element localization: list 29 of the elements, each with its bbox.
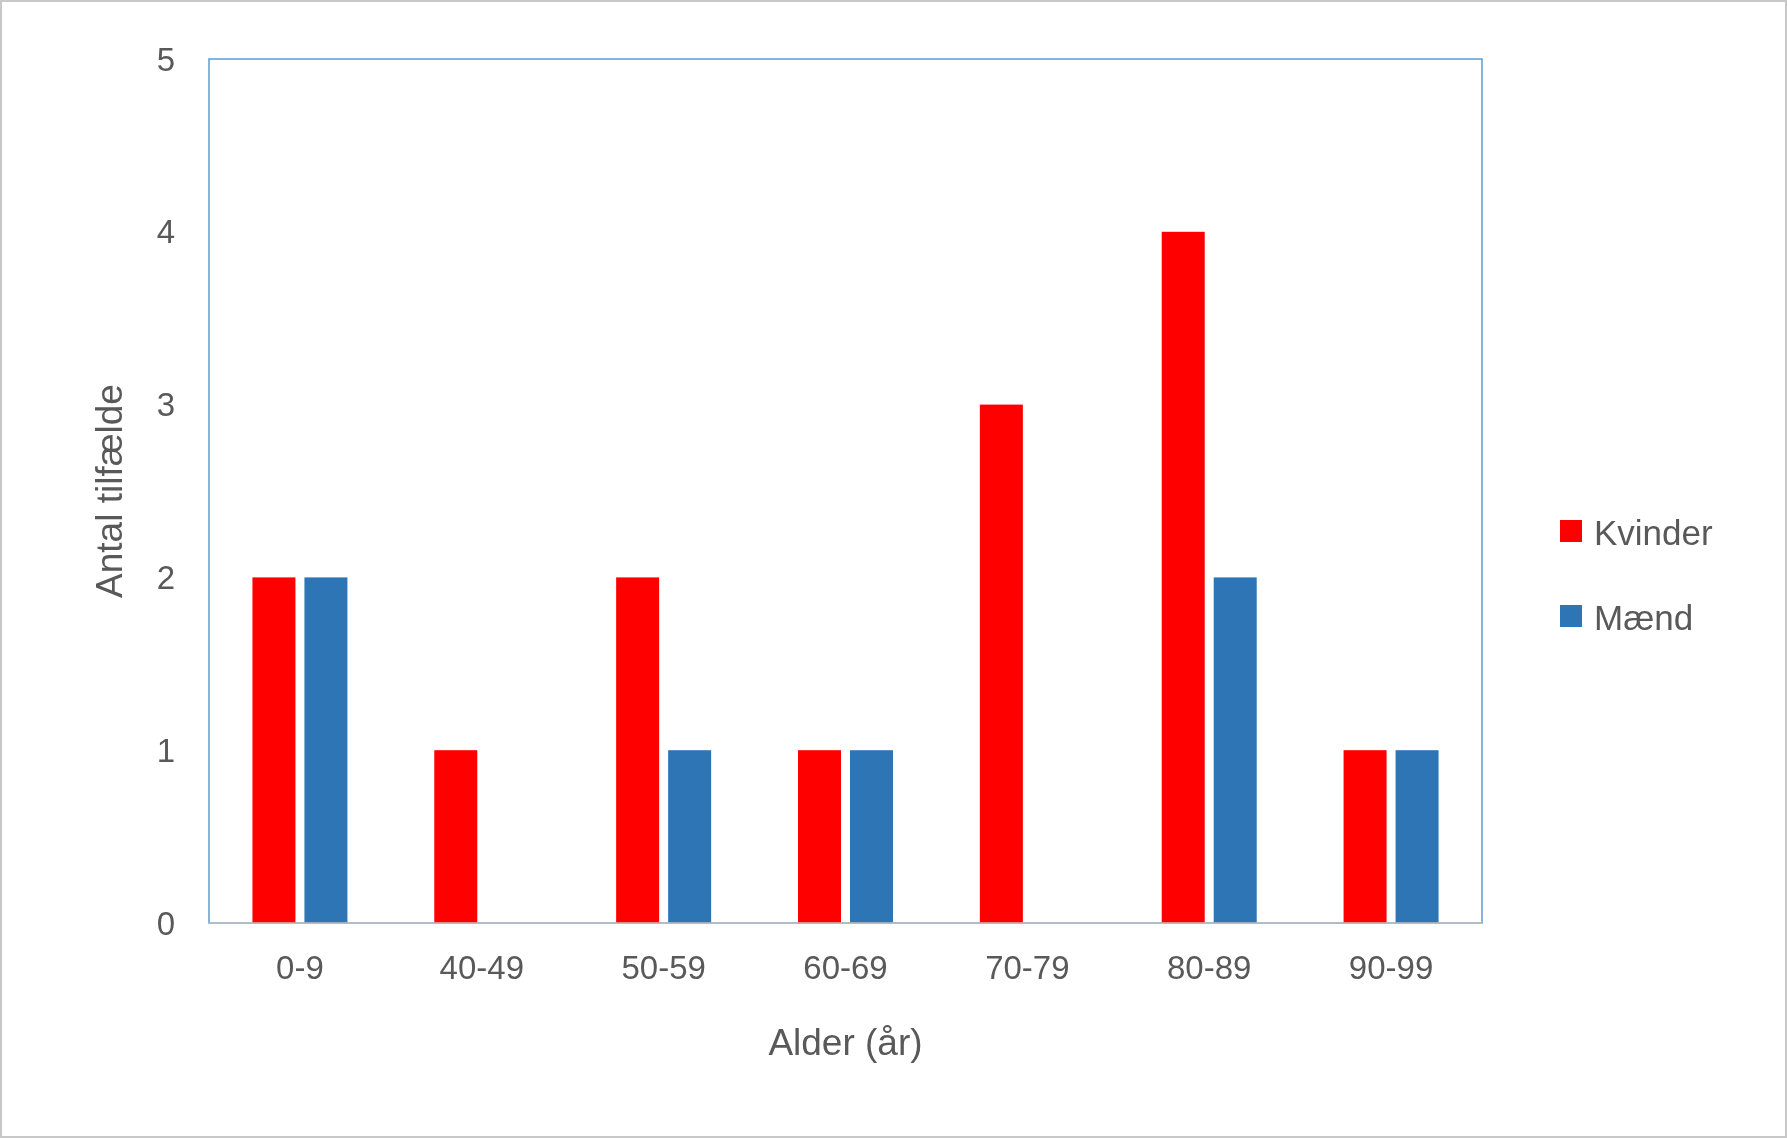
x-tick-label: 0-9 [276,949,324,986]
y-tick-label: 1 [156,731,175,769]
bar [252,577,296,923]
y-axis-title: Antal tilfælde [89,384,130,598]
y-tick-label: 4 [156,213,175,251]
bar [1161,231,1205,923]
bar [304,577,348,923]
x-tick-label: 80-89 [1167,949,1252,986]
y-tick-label: 0 [156,904,175,942]
bar [1395,750,1439,923]
x-tick-label: 50-59 [621,949,706,986]
bar [1213,577,1257,923]
x-tick-label: 90-99 [1348,949,1434,986]
y-tick-label: 5 [156,40,175,78]
bar [979,404,1023,923]
bar [616,577,660,923]
x-axis-title: Alder (år) [768,1022,923,1063]
bar [668,750,712,923]
bar [434,750,478,923]
y-tick-label: 3 [156,386,175,424]
legend-label: Mænd [1594,597,1694,637]
x-tick-label: 60-69 [803,949,888,986]
y-tick-label: 2 [156,558,175,596]
x-tick-label: 70-79 [985,949,1070,986]
bar [798,750,841,923]
bar [850,750,893,923]
bar [1343,750,1387,923]
x-tick-label: 40-49 [439,949,524,986]
legend-label: Kvinder [1594,512,1714,552]
